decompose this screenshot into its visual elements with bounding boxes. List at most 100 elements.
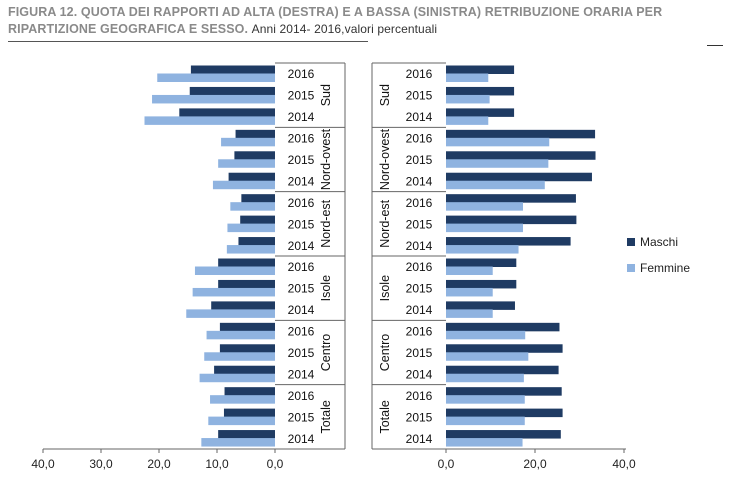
right-bar-maschi-sud-2014 bbox=[446, 108, 515, 117]
title-underline bbox=[8, 41, 368, 42]
right-region-label-nord-est: Nord-est bbox=[378, 199, 392, 247]
left-year-label: 2014 bbox=[288, 110, 315, 124]
right-x-tick-label: 0,0 bbox=[438, 457, 455, 471]
left-bar-femmine-centro-2015 bbox=[204, 352, 275, 361]
left-bar-maschi-nord-est-2016 bbox=[241, 194, 275, 203]
left-year-label: 2015 bbox=[288, 153, 315, 167]
right-year-label: 2015 bbox=[406, 410, 433, 424]
left-x-tick-label: 0,0 bbox=[267, 457, 284, 471]
left-year-label: 2014 bbox=[288, 303, 315, 317]
legend-label-maschi: Maschi bbox=[640, 235, 678, 249]
left-bar-maschi-sud-2014 bbox=[179, 108, 275, 117]
right-bar-femmine-nord-ovest-2016 bbox=[446, 137, 550, 147]
left-bar-maschi-centro-2015 bbox=[219, 344, 275, 353]
left-bar-maschi-totale-2015 bbox=[223, 408, 275, 418]
right-bar-femmine-sud-2016 bbox=[446, 73, 489, 82]
right-bar-maschi-centro-2016 bbox=[446, 322, 560, 332]
right-year-label: 2015 bbox=[406, 89, 433, 103]
left-bar-maschi-totale-2016 bbox=[224, 387, 275, 396]
right-bar-maschi-nord-est-2015 bbox=[446, 215, 577, 225]
right-year-label: 2014 bbox=[406, 110, 433, 124]
right-bar-femmine-isole-2015 bbox=[446, 287, 493, 297]
left-bar-maschi-nord-est-2015 bbox=[240, 215, 275, 225]
right-bar-maschi-nord-est-2016 bbox=[446, 194, 576, 203]
right-year-label: 2014 bbox=[406, 367, 433, 381]
right-bar-femmine-isole-2014 bbox=[446, 309, 493, 318]
right-bar-maschi-nord-ovest-2015 bbox=[446, 151, 596, 160]
legend-swatch-femmine bbox=[627, 264, 635, 272]
legend: Maschi Femmine bbox=[627, 235, 690, 275]
right-bar-maschi-isole-2015 bbox=[446, 279, 517, 289]
left-year-label: 2014 bbox=[288, 432, 315, 446]
right-bar-femmine-nord-ovest-2015 bbox=[446, 159, 549, 168]
right-year-label: 2015 bbox=[406, 282, 433, 296]
right-bar-maschi-totale-2015 bbox=[446, 408, 563, 418]
left-bar-maschi-nord-est-2014 bbox=[238, 237, 275, 246]
right-bar-maschi-sud-2015 bbox=[446, 86, 515, 96]
right-year-label: 2014 bbox=[406, 432, 433, 446]
right-bar-femmine-sud-2015 bbox=[446, 94, 490, 104]
left-year-label: 2015 bbox=[288, 89, 315, 103]
left-bar-femmine-sud-2016 bbox=[157, 73, 275, 82]
right-region-label-sud: Sud bbox=[378, 84, 392, 106]
legend-label-femmine: Femmine bbox=[640, 261, 690, 275]
right-bar-maschi-sud-2016 bbox=[446, 65, 515, 74]
right-region-label-isole: Isole bbox=[378, 275, 392, 301]
right-region-label-nord-ovest: Nord-ovest bbox=[378, 128, 392, 190]
left-bar-femmine-sud-2015 bbox=[152, 94, 275, 104]
left-region-label-totale: Totale bbox=[319, 400, 333, 433]
chart-title-sub: Anni 2014- 2016,valori percentuali bbox=[251, 22, 438, 36]
right-year-label: 2016 bbox=[406, 196, 433, 210]
left-bar-femmine-nord-ovest-2016 bbox=[221, 137, 275, 147]
right-bar-maschi-centro-2014 bbox=[446, 365, 559, 375]
left-year-label: 2014 bbox=[288, 239, 315, 253]
right-bar-maschi-nord-ovest-2014 bbox=[446, 172, 592, 182]
chart-title: FIGURA 12. QUOTA DEI RAPPORTI AD ALTA (D… bbox=[8, 4, 730, 38]
right-year-label: 2014 bbox=[406, 174, 433, 188]
left-year-label: 2016 bbox=[288, 325, 315, 339]
left-bar-maschi-centro-2016 bbox=[219, 322, 275, 332]
chart-title-main: FIGURA 12. QUOTA DEI RAPPORTI AD ALTA (D… bbox=[8, 5, 663, 36]
right-year-label: 2016 bbox=[406, 260, 433, 274]
left-bar-maschi-isole-2016 bbox=[218, 258, 275, 267]
left-year-label: 2016 bbox=[288, 196, 315, 210]
left-x-tick-label: 40,0 bbox=[31, 457, 55, 471]
right-year-label: 2014 bbox=[406, 303, 433, 317]
right-bar-maschi-centro-2015 bbox=[446, 344, 563, 353]
right-region-label-totale: Totale bbox=[378, 400, 392, 433]
left-year-label: 2014 bbox=[288, 367, 315, 381]
right-bar-femmine-centro-2015 bbox=[446, 352, 529, 361]
left-year-label: 2015 bbox=[288, 282, 315, 296]
right-region-label-centro: Centro bbox=[378, 334, 392, 372]
left-bar-femmine-isole-2015 bbox=[192, 287, 275, 297]
left-bar-femmine-isole-2014 bbox=[186, 309, 275, 318]
right-bar-femmine-nord-ovest-2014 bbox=[446, 180, 545, 190]
right-bar-femmine-totale-2016 bbox=[446, 395, 525, 404]
left-x-tick-label: 30,0 bbox=[89, 457, 113, 471]
right-bar-femmine-totale-2015 bbox=[446, 416, 525, 426]
left-bar-femmine-nord-ovest-2014 bbox=[212, 180, 275, 190]
right-bar-femmine-nord-est-2016 bbox=[446, 202, 523, 211]
left-bar-femmine-nord-est-2016 bbox=[230, 202, 275, 211]
left-region-label-isole: Isole bbox=[319, 275, 333, 301]
left-year-label: 2015 bbox=[288, 410, 315, 424]
left-bar-maschi-nord-ovest-2016 bbox=[235, 129, 275, 139]
right-bar-femmine-centro-2016 bbox=[446, 330, 526, 340]
left-bar-maschi-nord-ovest-2015 bbox=[234, 151, 275, 160]
right-year-label: 2016 bbox=[406, 132, 433, 146]
left-year-label: 2016 bbox=[288, 260, 315, 274]
left-region-label-centro: Centro bbox=[319, 334, 333, 372]
left-bar-maschi-sud-2015 bbox=[189, 86, 275, 96]
left-year-label: 2015 bbox=[288, 346, 315, 360]
right-bar-maschi-isole-2016 bbox=[446, 258, 517, 267]
left-panel: 40,0 30,0 20,0 10,0 0,0 Sud 2016 2015 2014 Nord-o… bbox=[31, 62, 346, 471]
right-bar-maschi-nord-est-2014 bbox=[446, 237, 571, 246]
right-bar-femmine-centro-2014 bbox=[446, 373, 524, 383]
left-region-label-nord-ovest: Nord-ovest bbox=[319, 128, 333, 190]
right-panel: 0,0 20,0 40,0 Sud 2016 2015 2014 Nord-ovest 2016… bbox=[371, 62, 636, 471]
right-bar-femmine-sud-2014 bbox=[446, 116, 489, 125]
right-x-tick-label: 40,0 bbox=[612, 457, 636, 471]
left-region-label-sud: Sud bbox=[319, 84, 333, 106]
left-year-label: 2016 bbox=[288, 132, 315, 146]
